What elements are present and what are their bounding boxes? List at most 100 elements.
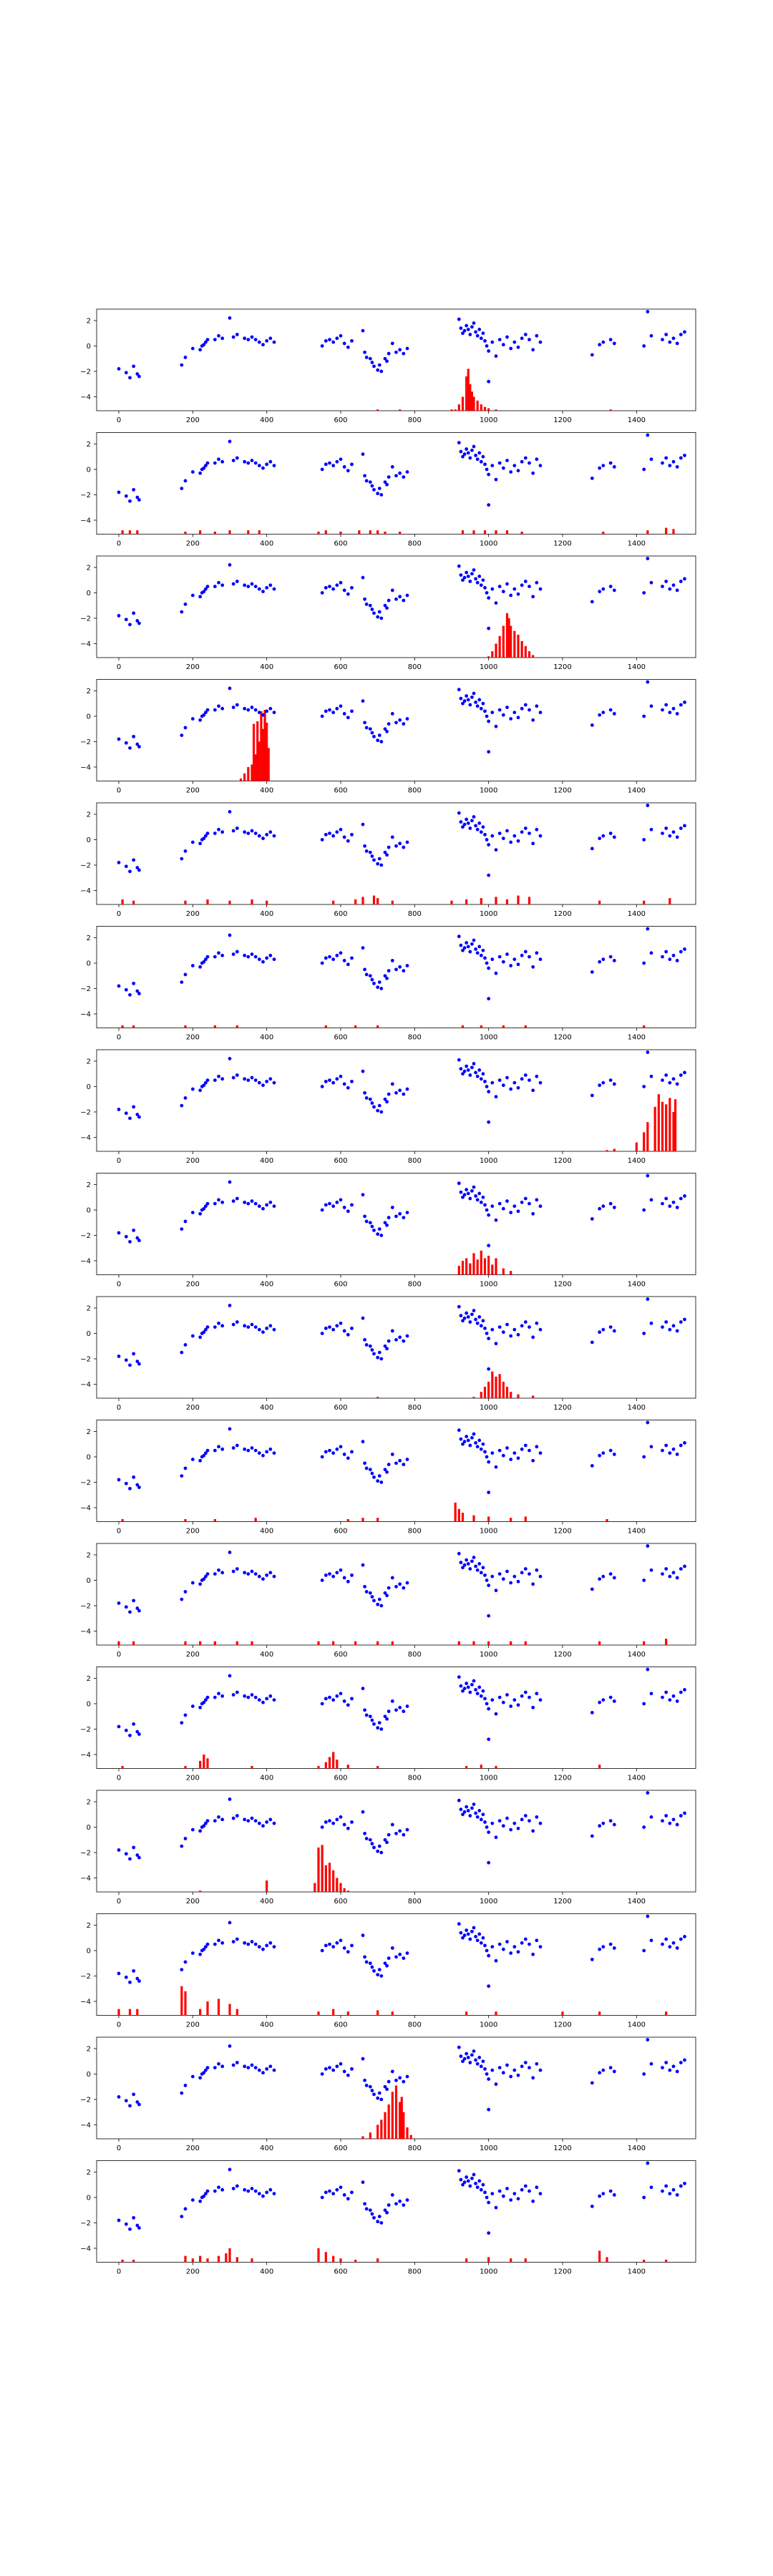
data-point: [483, 1203, 487, 1207]
data-point: [372, 1968, 376, 1973]
data-point: [487, 1090, 491, 1093]
data-point: [679, 333, 683, 336]
data-point: [198, 1088, 203, 1093]
data-point: [135, 619, 140, 623]
bar: [384, 2112, 386, 2139]
bar: [346, 1890, 349, 1892]
data-point: [468, 333, 472, 336]
data-point: [601, 711, 606, 715]
bar: [199, 2255, 202, 2263]
data-point: [342, 1329, 346, 1333]
data-point: [671, 2064, 676, 2069]
data-point: [117, 1108, 121, 1111]
bar: [313, 1883, 316, 1892]
data-point: [612, 1206, 616, 1209]
data-point: [505, 1322, 509, 1327]
data-point: [481, 331, 485, 336]
data-point: [394, 844, 398, 848]
data-point: [132, 364, 136, 369]
data-point: [477, 821, 482, 825]
data-point: [390, 1699, 394, 1703]
bar: [260, 711, 263, 781]
data-point: [231, 1816, 235, 1820]
bar: [132, 1641, 135, 1645]
data-point: [383, 1714, 387, 1719]
data-point: [324, 585, 328, 590]
data-point: [205, 1572, 210, 1576]
data-point: [487, 1953, 491, 1958]
data-point: [190, 470, 195, 474]
data-point: [520, 1447, 524, 1451]
bar: [184, 1765, 187, 1769]
data-point: [535, 1074, 539, 1078]
data-point: [243, 1447, 247, 1451]
data-point: [457, 1058, 461, 1062]
bar-series: [199, 1845, 349, 1893]
data-point: [474, 1935, 477, 1938]
bar: [317, 1847, 320, 1893]
bar: [394, 2085, 398, 2139]
data-point: [402, 2079, 406, 2084]
data-point: [363, 350, 366, 354]
data-point: [390, 1206, 394, 1209]
data-point: [402, 1216, 406, 1220]
bar: [517, 635, 520, 658]
y-tick-label: −4: [80, 1010, 91, 1018]
bar: [510, 1641, 512, 1645]
x-tick-label: 800: [408, 1775, 422, 1782]
data-point: [642, 1455, 646, 1459]
bar-series: [121, 527, 675, 535]
data-point: [531, 1211, 535, 1216]
data-point: [520, 1571, 524, 1575]
data-point: [220, 1077, 225, 1081]
data-point: [368, 2208, 372, 2212]
data-point: [664, 1567, 669, 1571]
data-point: [250, 2187, 254, 2190]
data-point: [668, 711, 672, 715]
data-point: [128, 2104, 132, 2108]
data-point: [598, 1700, 602, 1704]
data-point: [368, 727, 372, 731]
data-point: [501, 960, 505, 964]
data-point: [250, 1693, 254, 1697]
data-point: [231, 2187, 235, 2190]
data-point: [331, 834, 336, 838]
data-point: [243, 1077, 247, 1081]
data-point: [372, 981, 376, 985]
data-point: [598, 466, 602, 470]
data-point: [494, 1095, 498, 1099]
data-point: [590, 1958, 594, 1961]
data-point: [377, 363, 381, 367]
data-point: [608, 338, 613, 341]
data-point: [612, 341, 616, 346]
data-point: [386, 845, 391, 849]
data-point: [386, 475, 391, 479]
data-point: [683, 1935, 686, 1938]
x-tick-label: 800: [408, 1404, 422, 1412]
data-point: [217, 1198, 220, 1202]
bar: [206, 2001, 209, 2016]
data-point: [335, 1941, 339, 1945]
data-point: [370, 1471, 374, 1475]
data-point: [331, 1327, 336, 1332]
data-point: [649, 1692, 653, 1696]
y-tick-label: 2: [87, 1181, 91, 1189]
data-point: [379, 1357, 384, 1361]
bar: [376, 2010, 379, 2016]
data-point: [372, 1352, 376, 1356]
data-point: [220, 1571, 225, 1575]
bar: [643, 1641, 646, 1645]
data-point: [490, 1945, 495, 1949]
data-point: [459, 1807, 463, 1812]
bar: [457, 1266, 460, 1275]
data-point: [265, 1573, 269, 1577]
data-point: [350, 1697, 354, 1701]
data-point: [466, 1438, 470, 1443]
data-point: [485, 344, 489, 348]
bar: [199, 1641, 202, 1645]
data-point: [683, 2182, 686, 2185]
y-tick-label: −2: [80, 492, 91, 499]
data-point: [465, 1805, 469, 1809]
data-point: [328, 1695, 331, 1699]
